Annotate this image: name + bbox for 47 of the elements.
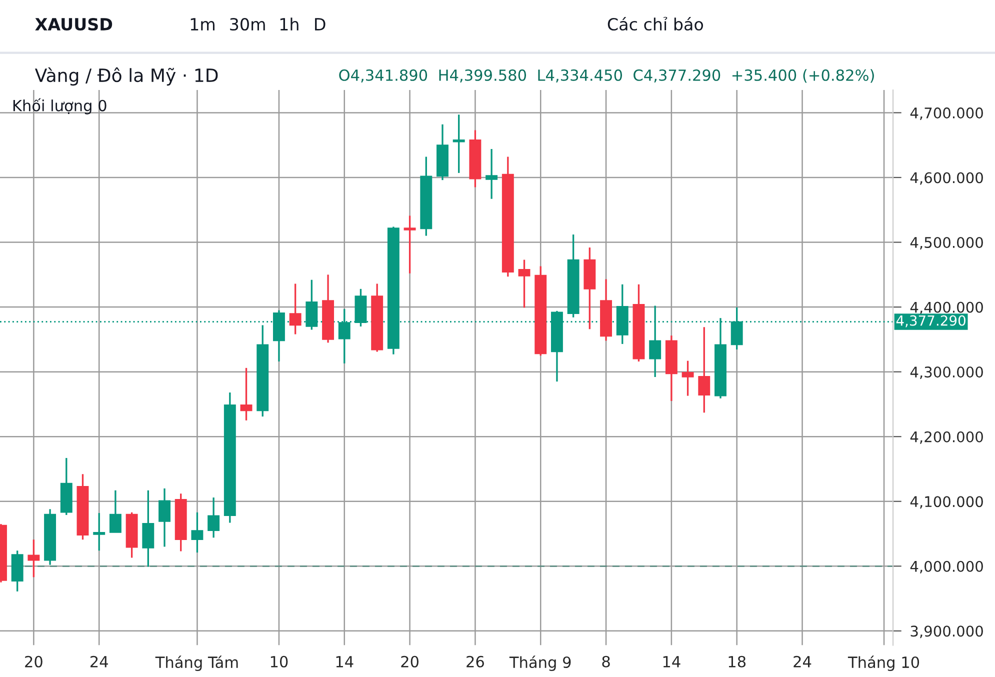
chart-title: Vàng / Đô la Mỹ · 1D [34,67,218,86]
chart-subtitle: O4,341.890 H4,399.580 L4,334.450 C4,377.290 +35.400 (+0.82%) [339,69,874,83]
y-tick-label: 4,200.000 [910,431,983,444]
y-tick-label: 4,700.000 [910,107,983,120]
y-tick-label: 3,900.000 [910,626,983,638]
annotation: Khối lượng 0 [13,98,106,114]
x-tick-label: Tháng Tám [155,656,238,671]
candlestick [93,512,106,552]
y-tick-label: 4,100.000 [910,496,983,509]
text: Các chỉ báo [608,16,703,31]
x-tick-label: Tháng 9 [509,656,571,671]
x-tick-label: 24 [90,656,108,668]
y-tick-label: 4,500.000 [910,236,983,250]
candlestick [240,367,252,422]
x-tick-label: 10 [270,656,288,668]
text: D [315,18,326,30]
candlestick [518,258,530,309]
candlestick [109,490,122,534]
y-tick-label: 4,000.000 [910,560,983,574]
candlestick [208,496,220,538]
x-tick-label: 14 [336,656,354,668]
candlestick [698,326,710,414]
x-tick-label: 20 [401,656,418,668]
x-tick-label: 26 [466,656,484,668]
text: 30m [230,18,265,31]
x-tick-label: 14 [663,656,680,668]
y-tick-label: 4,600.000 [910,172,983,185]
candlestick [682,360,694,397]
candlestick [649,304,662,378]
x-tick-label: 20 [25,656,42,668]
text: XAUUSD [35,18,112,31]
text: 1h [280,18,298,30]
x-tick-label: 18 [728,656,746,668]
x-tick-label: Tháng 10 [848,656,920,671]
candlestick [452,114,465,174]
candlestick [289,282,302,336]
candlestick [28,538,40,578]
ref-line-label: 4,377.290 [896,315,966,328]
x-tick-label: 8 [602,656,610,668]
candlestick [158,488,170,548]
candlestick [191,512,204,554]
candlestick [404,214,416,274]
candlestick [486,148,498,200]
y-tick-label: 4,400.000 [910,302,983,314]
x-tick-label: 24 [794,656,812,668]
y-tick-label: 4,300.000 [910,366,983,380]
text: 1m [190,18,214,30]
